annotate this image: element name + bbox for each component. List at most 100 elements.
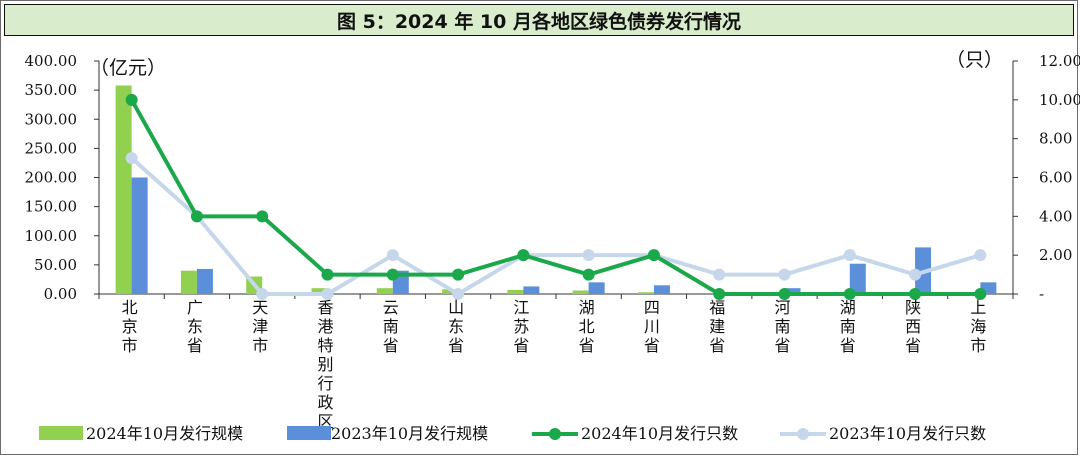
series-2024-count-point: [452, 268, 465, 281]
bar-2024: [180, 270, 197, 294]
category-label: 政: [317, 393, 333, 412]
bar-2023: [131, 177, 148, 294]
category-label: 川: [644, 317, 660, 336]
series-2024-count-point: [909, 288, 922, 300]
left-tick-label: 400.00: [25, 52, 78, 70]
series-2024-count-point: [843, 288, 856, 300]
series-2024-count-point: [190, 210, 203, 223]
right-tick-label: -: [1039, 285, 1044, 303]
category-label: 南: [383, 317, 399, 336]
category-label: 省: [579, 336, 595, 355]
series-2024-count-point: [517, 249, 530, 262]
bar-2023: [849, 263, 866, 294]
series-2023-count-point: [974, 249, 987, 262]
left-tick-label: 50.00: [34, 256, 77, 274]
category-label: 省: [187, 336, 203, 355]
series-2024-count-point: [713, 288, 726, 300]
category-label: 北: [122, 298, 138, 317]
category-label: 港: [317, 317, 333, 336]
series-2023-count-line: [130, 156, 981, 296]
category-label: 省: [448, 336, 464, 355]
category-label: 南: [840, 317, 856, 336]
series-2024-count-point: [647, 249, 660, 262]
right-tick-label: 10.00: [1039, 91, 1080, 109]
series-2024-count-point: [778, 288, 791, 300]
category-label: 省: [709, 336, 725, 355]
category-label: 津: [252, 317, 268, 336]
legend-swatch-2023-scale: [287, 426, 331, 440]
bar-2023: [588, 282, 605, 294]
category-label: 京: [122, 317, 138, 336]
category-label: 上: [970, 298, 986, 317]
category-label: 湖: [840, 298, 856, 317]
series-2023-count-point: [713, 268, 726, 281]
bar-2024: [311, 288, 328, 294]
right-tick-label: 8.00: [1039, 130, 1072, 148]
series-2024-count-point: [321, 268, 334, 281]
bar-2024: [376, 288, 393, 294]
category-label: 山: [448, 298, 464, 317]
category-label: 省: [383, 336, 399, 355]
category-label: 省: [905, 336, 921, 355]
category-label: 河: [774, 298, 790, 317]
category-label: 市: [122, 336, 138, 355]
legend-label: 2023年10月发行规模: [331, 424, 488, 443]
category-label: 天: [252, 298, 268, 317]
bar-2023: [784, 288, 801, 294]
series-2024-count-point: [125, 93, 138, 106]
category-label: 东: [448, 317, 464, 336]
category-label: 湖: [579, 298, 595, 317]
legend-swatch-2024-scale: [39, 426, 83, 440]
series-2023-count-point: [321, 288, 334, 300]
series-2023-count-point: [256, 288, 269, 300]
category-label: 省: [644, 336, 660, 355]
right-axis-unit: （只）: [946, 49, 1003, 71]
category-label: 江: [513, 298, 529, 317]
category-label: 特: [317, 336, 333, 355]
chart-title: 图 5：2024 年 10 月各地区绿色债券发行情况: [4, 4, 1074, 36]
category-label: 香: [317, 298, 333, 317]
series-2023-count-point: [452, 288, 465, 300]
category-label: 南: [774, 317, 790, 336]
legend-label: 2023年10月发行只数: [829, 424, 986, 443]
series-2024-count-point: [974, 288, 987, 300]
category-label: 省: [840, 336, 856, 355]
series-2024-count-point: [256, 210, 269, 223]
left-axis-unit: （亿元）: [90, 57, 166, 79]
bar-2023: [523, 286, 540, 294]
series-2024-count-point: [582, 268, 595, 281]
category-label: 云: [383, 298, 399, 317]
bar-2024: [507, 289, 524, 294]
series-2023-count-point: [909, 268, 922, 281]
left-tick-label: 0.00: [44, 285, 77, 303]
series-2024-count-point: [386, 268, 399, 281]
category-label: 陕: [905, 298, 921, 317]
category-label: 建: [709, 317, 725, 336]
category-label: 别: [317, 355, 333, 374]
right-tick-label: 6.00: [1039, 169, 1072, 187]
left-tick-label: 150.00: [25, 198, 78, 216]
left-tick-label: 200.00: [25, 169, 78, 187]
bar-2023: [653, 285, 670, 294]
legend-marker-2024-count: [549, 428, 561, 440]
category-label: 省: [513, 336, 529, 355]
series-2023-count-point: [778, 268, 791, 281]
series-2023-count-point: [582, 249, 595, 262]
legend-marker-2023-count: [797, 428, 809, 440]
bar-2023: [196, 268, 213, 294]
category-label: 市: [970, 336, 986, 355]
category-label: 海: [970, 317, 986, 336]
category-label: 北: [579, 317, 595, 336]
category-label: 苏: [513, 317, 529, 336]
category-label: 福: [709, 298, 725, 317]
right-tick-label: 12.00: [1039, 52, 1080, 70]
bar-2024: [637, 292, 654, 294]
legend-label: 2024年10月发行规模: [86, 424, 243, 443]
series-2023-count-point: [843, 249, 856, 262]
left-tick-label: 250.00: [25, 139, 78, 157]
bar-2023: [980, 282, 997, 294]
category-label: 广: [187, 298, 203, 317]
category-label: 市: [252, 336, 268, 355]
